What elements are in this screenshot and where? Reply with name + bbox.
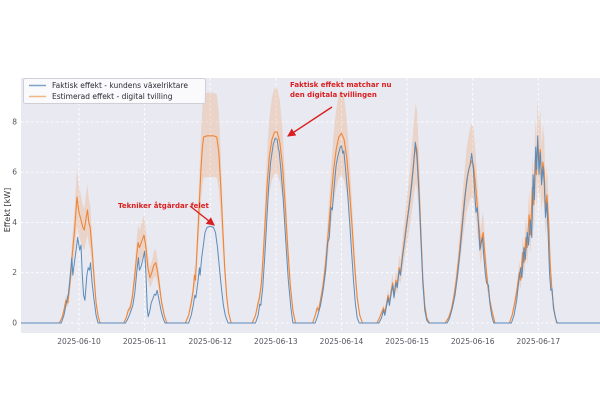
x-tick-label: 2025-06-15 (385, 337, 429, 346)
x-tick-label: 2025-06-14 (320, 337, 364, 346)
y-tick-label: 2 (12, 268, 17, 277)
actual-line (21, 135, 600, 324)
x-tick-label: 2025-06-12 (188, 337, 232, 346)
x-axis-tick-labels: 2025-06-10 2025-06-11 2025-06-12 2025-06-13… (57, 337, 560, 346)
annotation-match-text-line2: den digitala tvillingen (290, 91, 377, 99)
x-tick-label: 2025-06-17 (517, 337, 561, 346)
annotation-actual-matches-twin: Faktisk effekt matchar nu den digitala t… (287, 81, 391, 137)
x-tick-label: 2025-06-13 (254, 337, 298, 346)
y-tick-label: 8 (12, 117, 17, 126)
annotation-technician-fixes-fault: Tekniker åtgärdar felet (118, 201, 215, 226)
annotation-fault-arrow (189, 205, 215, 226)
legend-label-actual: Faktisk effekt - kundens växelriktare (52, 81, 188, 90)
annotation-fault-text: Tekniker åtgärdar felet (118, 201, 210, 210)
annotation-match-text-line1: Faktisk effekt matchar nu (290, 81, 391, 89)
y-tick-label: 6 (12, 168, 17, 177)
estimated-line (21, 131, 600, 324)
x-tick-label: 2025-06-16 (451, 337, 495, 346)
y-tick-label: 4 (12, 218, 17, 227)
y-axis-title: Effekt [kW] (3, 188, 12, 233)
y-axis-tick-labels: 0 2 4 6 8 (12, 117, 17, 327)
plot-area (21, 78, 600, 333)
annotation-match-arrow (287, 106, 333, 137)
legend-box (23, 78, 206, 104)
legend-label-estimated: Estimerad effekt - digital tvilling (52, 92, 173, 101)
y-tick-label: 0 (12, 318, 17, 327)
legend: Faktisk effekt - kundens växelriktare Es… (23, 78, 206, 104)
x-tick-label: 2025-06-11 (123, 337, 167, 346)
x-tick-label: 2025-06-10 (57, 337, 101, 346)
series (21, 88, 600, 324)
